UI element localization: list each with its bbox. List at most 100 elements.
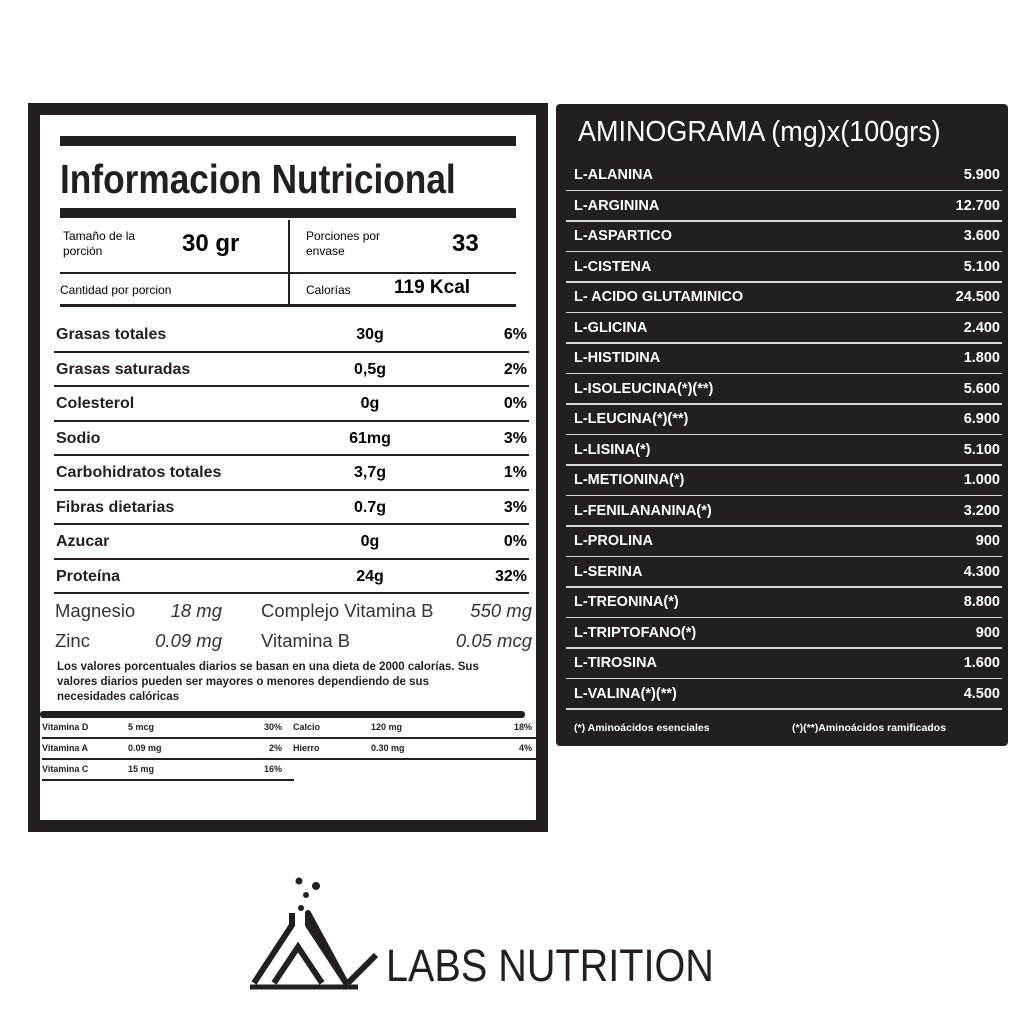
row-rule: [42, 779, 294, 781]
vitamin-cell: Calcio: [293, 722, 321, 732]
row-rule: [566, 250, 1002, 252]
amino-name: L-TIROSINA: [574, 655, 657, 671]
row-rule: [566, 372, 1002, 374]
row-rule: [54, 350, 529, 353]
row-rule: [566, 525, 1002, 527]
row-rule: [42, 758, 538, 760]
mineral-name: Magnesio: [55, 600, 136, 621]
serving-label: Tamaño de la porción: [63, 229, 136, 258]
amino-name: L-TREONINA(*): [574, 594, 679, 610]
amino-name: L-LISINA(*): [574, 441, 651, 458]
vitamin-cell: 30%: [263, 722, 282, 732]
vitamin-cell: 0.30 mg: [371, 743, 405, 753]
nutrient-name: Grasas totales: [56, 326, 167, 343]
nutrient-amount: 3,7g: [353, 464, 386, 481]
amino-name: L-HISTIDINA: [574, 350, 661, 366]
amino-value: 900: [975, 624, 1000, 641]
row-rule: [566, 342, 1002, 344]
calories-label: Calorías: [306, 283, 351, 297]
amino-name: L- ACIDO GLUTAMINICO: [574, 289, 744, 305]
mineral-name: Complejo Vitamina B: [261, 600, 434, 621]
vitamin-cell: 16%: [263, 764, 282, 774]
amino-name: L-ASPARTICO: [574, 228, 673, 244]
amino-name: L-ARGININA: [574, 197, 660, 214]
amino-value: 4.500: [963, 685, 1000, 702]
vitamin-cell: 5 mcg: [128, 722, 155, 732]
row-rule: [566, 555, 1002, 557]
nutrient-amount: 0g: [360, 533, 380, 550]
row-rule: [566, 708, 1002, 710]
servings-label: Porciones por envase: [306, 229, 381, 258]
vitamin-cell: 120 mg: [371, 722, 403, 732]
amino-value: 8.800: [963, 594, 1000, 610]
rule: [60, 208, 516, 218]
rule: [60, 272, 516, 274]
brand-logo: [250, 877, 379, 990]
amino-value: 5.100: [963, 258, 1000, 275]
nutrient-percent: 1%: [503, 464, 527, 481]
row-rule: [54, 488, 529, 491]
nutrient-amount: 24g: [356, 567, 384, 585]
amino-name: L-VALINA(*)(**): [574, 685, 677, 702]
vitamin-cell: 18%: [513, 722, 532, 732]
nutrient-name: Colesterol: [56, 395, 135, 412]
nutrient-amount: 0.7g: [353, 498, 386, 516]
aminogram-title: AMINOGRAMA (mg)x(100grs): [578, 116, 941, 148]
rule: [60, 136, 516, 146]
mineral-amount: 18 mg: [170, 600, 222, 621]
vitamin-cell: Vitamina A: [42, 743, 89, 753]
amino-value: 12.700: [955, 197, 1000, 214]
row-rule: [566, 311, 1002, 313]
aminogram-note: (*)(**)Aminoácidos ramificados: [792, 722, 947, 734]
vitamin-cell: 4%: [518, 743, 532, 753]
amino-name: L-CISTENA: [574, 258, 652, 275]
amino-value: 5.900: [963, 167, 1000, 183]
amino-value: 5.100: [963, 441, 1000, 458]
nutrient-amount: 61mg: [349, 429, 391, 447]
nutrient-percent: 3%: [503, 429, 527, 447]
servings-value: 33: [452, 230, 479, 257]
vitamin-cell: 15 mg: [128, 764, 155, 774]
nutrient-percent: 2%: [503, 360, 527, 378]
vitamin-cell: 2%: [268, 743, 282, 753]
amino-name: L-SERINA: [574, 563, 643, 580]
amino-name: L-LEUCINA(*)(**): [574, 411, 689, 427]
nutrient-name: Carbohidratos totales: [56, 464, 222, 481]
row-rule: [566, 433, 1002, 435]
amino-value: 1.600: [963, 655, 1000, 671]
amino-value: 3.600: [963, 228, 1000, 244]
brand-name: LABS NUTRITION: [386, 940, 714, 991]
vitamin-cell: Vitamina D: [42, 722, 89, 732]
mineral-amount: 0.05 mcg: [455, 630, 532, 651]
row-rule: [566, 403, 1002, 405]
nutrient-name: Azucar: [56, 533, 110, 550]
footnote: Los valores porcentuales diarios se basa…: [57, 661, 479, 703]
row-rule: [566, 647, 1002, 649]
nutrient-name: Fibras dietarias: [56, 498, 175, 516]
amino-name: L-TRIPTOFANO(*): [574, 624, 697, 641]
rule: [40, 711, 525, 718]
amino-value: 1.000: [963, 472, 1000, 488]
amino-value: 1.800: [963, 350, 1000, 366]
amino-name: L-METIONINA(*): [574, 472, 685, 488]
aminogram-panel: [556, 104, 1008, 746]
nutrient-percent: 3%: [503, 498, 527, 516]
amino-name: L-FENILANANINA(*): [574, 502, 712, 519]
nutrient-percent: 0%: [503, 533, 527, 550]
serving-value: 30 gr: [182, 230, 240, 257]
amount-label: Cantidad por porcion: [60, 283, 172, 297]
amino-name: L-GLICINA: [574, 319, 648, 336]
amino-name: L-ALANINA: [574, 167, 653, 183]
mineral-name: Vitamina B: [261, 630, 351, 651]
amino-value: 3.200: [963, 502, 1000, 519]
row-rule: [566, 677, 1002, 679]
row-rule: [566, 220, 1002, 222]
nutrient-percent: 6%: [503, 326, 527, 343]
amino-value: 6.900: [963, 411, 1000, 427]
amino-value: 4.300: [963, 563, 1000, 580]
nutrient-name: Sodio: [56, 429, 101, 447]
amino-value: 5.600: [963, 380, 1000, 397]
nutrition-title: Informacion Nutricional: [60, 156, 456, 202]
nutrient-amount: 0g: [360, 395, 380, 412]
amino-name: L-ISOLEUCINA(*)(**): [574, 380, 714, 397]
